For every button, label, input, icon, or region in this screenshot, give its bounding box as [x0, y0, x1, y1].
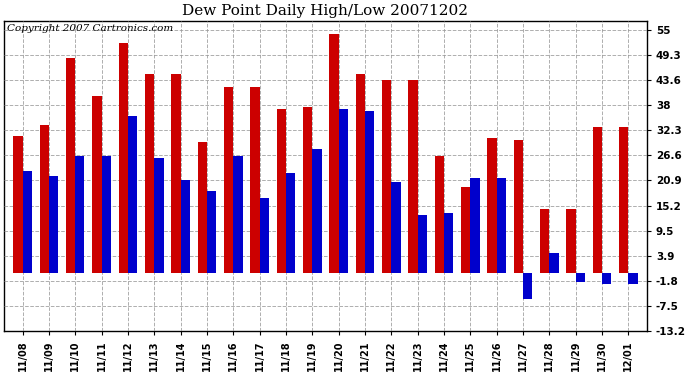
Bar [487, 138, 497, 273]
Bar [575, 273, 585, 282]
Bar [497, 178, 506, 273]
Title: Dew Point Daily High/Low 20071202: Dew Point Daily High/Low 20071202 [182, 4, 469, 18]
Bar [593, 127, 602, 273]
Bar [461, 187, 471, 273]
Bar [471, 178, 480, 273]
Bar [303, 107, 313, 273]
Bar [602, 273, 611, 284]
Bar [23, 171, 32, 273]
Bar [66, 58, 75, 273]
Bar [233, 156, 242, 273]
Bar [259, 198, 269, 273]
Bar [224, 87, 233, 273]
Bar [356, 74, 365, 273]
Bar [629, 273, 638, 284]
Bar [391, 182, 401, 273]
Bar [155, 158, 164, 273]
Bar [417, 215, 427, 273]
Bar [207, 191, 216, 273]
Bar [75, 156, 84, 273]
Bar [523, 273, 532, 299]
Bar [514, 140, 523, 273]
Bar [549, 253, 559, 273]
Bar [444, 213, 453, 273]
Bar [145, 74, 155, 273]
Bar [277, 109, 286, 273]
Bar [619, 127, 629, 273]
Bar [435, 156, 444, 273]
Bar [339, 109, 348, 273]
Bar [40, 124, 49, 273]
Bar [198, 142, 207, 273]
Bar [286, 173, 295, 273]
Bar [128, 116, 137, 273]
Bar [101, 156, 111, 273]
Bar [13, 136, 23, 273]
Bar [329, 34, 339, 273]
Bar [250, 87, 259, 273]
Bar [566, 209, 575, 273]
Bar [365, 111, 374, 273]
Bar [119, 43, 128, 273]
Bar [181, 180, 190, 273]
Bar [313, 149, 322, 273]
Bar [382, 80, 391, 273]
Bar [408, 80, 417, 273]
Bar [92, 96, 101, 273]
Bar [49, 176, 58, 273]
Text: Copyright 2007 Cartronics.com: Copyright 2007 Cartronics.com [8, 24, 174, 33]
Bar [171, 74, 181, 273]
Bar [540, 209, 549, 273]
